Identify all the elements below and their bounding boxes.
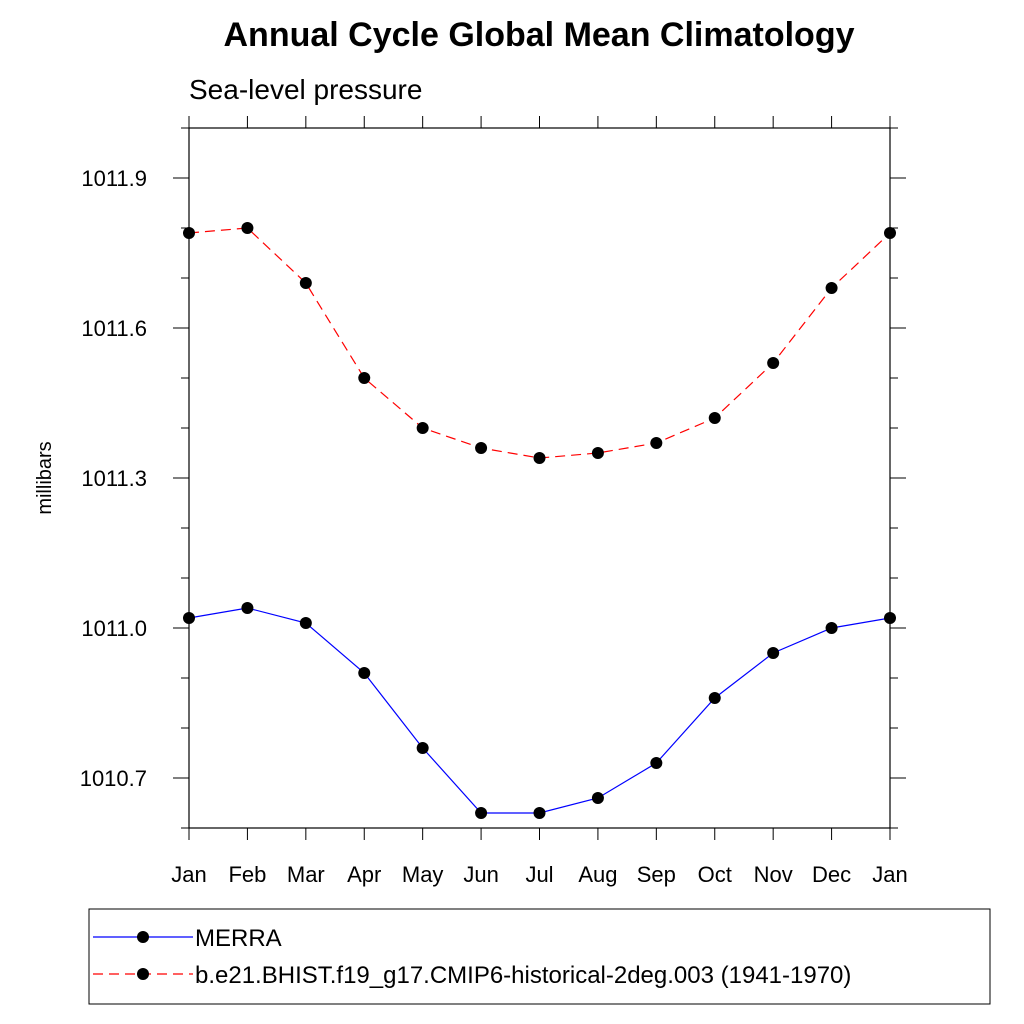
x-tick-label: Mar: [287, 862, 325, 887]
series-2: [183, 222, 896, 464]
legend: MERRA b.e21.BHIST.f19_g17.CMIP6-historica…: [88, 908, 991, 1005]
legend-marker: [137, 968, 149, 980]
data-point: [416, 422, 429, 434]
data-point: [591, 447, 604, 459]
data-point: [650, 757, 663, 769]
data-point: [475, 807, 488, 819]
legend-label: b.e21.BHIST.f19_g17.CMIP6-historical-2de…: [195, 962, 851, 989]
data-point: [299, 277, 312, 289]
series-layer: [183, 222, 896, 819]
x-tick-label: Dec: [812, 862, 851, 887]
x-tick-label: Oct: [698, 862, 732, 887]
legend-box: [88, 908, 991, 1005]
data-point: [825, 282, 838, 294]
data-point: [533, 452, 546, 464]
y-axis: 1010.7 1011.0 1011.3 1011.6 1011.9: [80, 127, 906, 829]
series-1: [183, 602, 896, 819]
x-tick-label: Jan: [872, 862, 907, 887]
x-tick-label: Jan: [171, 862, 206, 887]
data-point: [416, 742, 429, 754]
x-tick-label: Sep: [637, 862, 676, 887]
data-point: [183, 612, 195, 624]
x-tick-label: Aug: [578, 862, 617, 887]
y-tick-label: 1011.0: [81, 616, 147, 641]
data-point: [183, 227, 195, 239]
x-tick-label: Nov: [754, 862, 793, 887]
data-point: [767, 647, 780, 659]
data-point: [533, 807, 546, 819]
data-point: [650, 437, 663, 449]
data-point: [241, 222, 254, 234]
x-tick-label: Jul: [525, 862, 553, 887]
data-point: [475, 442, 488, 454]
chart-title: Annual Cycle Global Mean Climatology: [224, 16, 855, 54]
legend-label: MERRA: [195, 925, 282, 952]
legend-marker: [137, 931, 149, 943]
data-point: [358, 372, 371, 384]
plot-area: [188, 127, 891, 829]
data-point: [884, 227, 896, 239]
data-point: [708, 412, 721, 424]
data-point: [884, 612, 896, 624]
data-point: [358, 667, 371, 679]
x-axis: Jan Feb Mar Apr May Jun Jul Aug Sep Oct Nov Dec Jan: [171, 116, 908, 887]
y-tick-label: 1010.7: [80, 766, 147, 791]
data-point: [591, 792, 604, 804]
x-tick-label: May: [402, 862, 444, 887]
data-point: [708, 692, 721, 704]
data-point: [299, 617, 312, 629]
data-point: [825, 622, 838, 634]
data-point: [767, 357, 780, 369]
series-line: [188, 607, 891, 814]
y-tick-label: 1011.3: [81, 466, 147, 491]
x-tick-label: Jun: [463, 862, 498, 887]
plot-border: [188, 127, 891, 829]
y-tick-label: 1011.6: [81, 316, 147, 341]
y-tick-label: 1011.9: [81, 166, 147, 191]
series-line: [188, 227, 891, 459]
data-point: [241, 602, 254, 614]
chart-subtitle: Sea-level pressure: [189, 74, 422, 105]
x-tick-label: Apr: [347, 862, 381, 887]
x-tick-label: Feb: [228, 862, 266, 887]
y-axis-label: millibars: [34, 441, 56, 514]
